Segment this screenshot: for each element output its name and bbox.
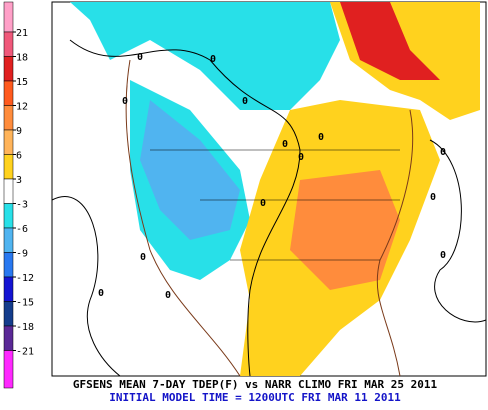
legend-swatch	[3, 56, 14, 82]
coast-east	[376, 109, 414, 377]
legend-label: -12	[16, 273, 34, 284]
legend-label: -6	[16, 224, 28, 235]
coastlines	[125, 59, 414, 377]
legend-swatch	[3, 350, 14, 389]
legend-swatch	[3, 203, 14, 229]
zero-contours	[51, 39, 487, 377]
contour-label: 0	[98, 288, 104, 299]
legend-swatch	[3, 301, 14, 327]
legend-swatch	[3, 1, 14, 33]
legend-label: 21	[16, 28, 28, 39]
legend-label: 18	[16, 53, 28, 64]
legend-swatch	[3, 129, 14, 155]
contour-label: 0	[318, 132, 324, 143]
contour-label: 0	[165, 290, 171, 301]
legend-swatch	[3, 227, 14, 253]
legend-label: -18	[16, 322, 34, 333]
cold-north	[70, 2, 340, 110]
contour-label: 0	[430, 192, 436, 203]
contour-label: 0	[440, 147, 446, 158]
legend-label: -9	[16, 249, 28, 260]
legend-swatch	[3, 105, 14, 131]
contour-label: 0	[140, 252, 146, 263]
caption-line2: INITIAL MODEL TIME = 1200UTC FRI MAR 11 …	[109, 391, 401, 404]
legend-swatch	[3, 276, 14, 302]
contour-label: 0	[210, 54, 216, 65]
legend-swatch	[3, 154, 14, 180]
borders	[150, 149, 400, 261]
cold-core	[140, 100, 240, 240]
contour-label: 0	[440, 250, 446, 261]
coast-west	[125, 59, 241, 377]
legend-swatch	[3, 80, 14, 106]
contour-label: 0	[122, 96, 128, 107]
legend-swatch	[3, 325, 14, 351]
legend-swatch	[3, 252, 14, 278]
legend-swatch	[3, 178, 14, 204]
legend-label: -15	[16, 298, 34, 309]
contour-label: 0	[260, 198, 266, 209]
caption-line1: GFSENS MEAN 7-DAY TDEP(F) vs NARR CLIMO …	[73, 378, 438, 391]
legend-label: -3	[16, 200, 28, 211]
legend-label: 9	[16, 126, 22, 137]
legend-label: 3	[16, 175, 22, 186]
legend-label: 6	[16, 151, 22, 162]
contour-label: 0	[282, 139, 288, 150]
legend-swatch	[3, 31, 14, 57]
hot-ne	[340, 2, 440, 80]
contour-label: 0	[242, 96, 248, 107]
contour-label: 0	[137, 52, 143, 63]
contour-label: 0	[298, 152, 304, 163]
legend-label: 15	[16, 77, 28, 88]
legend-label: 12	[16, 102, 28, 113]
legend-label: -21	[16, 347, 34, 358]
